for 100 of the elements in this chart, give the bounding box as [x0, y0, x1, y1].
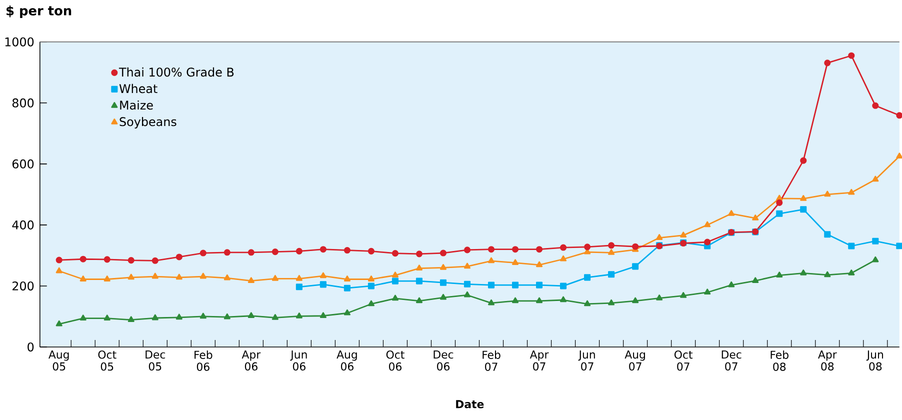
point: [704, 238, 711, 246]
point: [128, 316, 134, 322]
point: [440, 294, 447, 300]
point: [176, 274, 182, 280]
legend-label: Thai 100% Grade B: [118, 68, 234, 77]
legend-label: Soybeans: [120, 117, 176, 129]
point: [440, 279, 447, 286]
point: [488, 299, 495, 306]
point: [80, 256, 86, 263]
point: [848, 270, 855, 276]
point: [200, 272, 206, 279]
point: [608, 249, 615, 256]
x-tick-label: Dec 05: [146, 350, 166, 371]
point: [296, 248, 302, 255]
point: [752, 214, 759, 221]
point: [80, 276, 86, 282]
point: [584, 274, 591, 281]
point: [200, 250, 206, 256]
point: [416, 264, 423, 271]
point: [344, 276, 350, 282]
point: [296, 312, 302, 318]
point: [440, 250, 447, 256]
point: [248, 312, 254, 318]
point: [392, 272, 399, 278]
point: [464, 262, 471, 269]
y-tick-label: 1000: [5, 37, 34, 46]
point: [152, 314, 158, 320]
point: [176, 314, 182, 320]
x-tick-label: Apr 06: [242, 350, 261, 371]
point: [824, 60, 831, 66]
point: [320, 312, 326, 318]
point: [704, 221, 711, 228]
point: [416, 278, 423, 284]
point: [632, 297, 639, 304]
point: [776, 200, 783, 206]
point: [872, 102, 879, 110]
point: [536, 261, 543, 268]
point: [128, 274, 134, 280]
point: [56, 256, 62, 264]
point: [560, 256, 567, 262]
point: [392, 294, 399, 301]
y-tick-label: 600: [12, 160, 34, 169]
point: [248, 249, 254, 256]
point: [608, 271, 615, 278]
x-tick-label: Apr 08: [818, 350, 837, 371]
point: [320, 281, 326, 288]
point: [392, 278, 399, 284]
point: [680, 232, 687, 238]
point: [488, 257, 495, 264]
point: [848, 242, 855, 250]
point: [392, 250, 399, 257]
point: [368, 248, 374, 255]
point: [512, 282, 519, 288]
y-tick-label: 800: [12, 98, 34, 108]
point: [752, 277, 759, 284]
point: [560, 244, 567, 251]
point: [80, 314, 86, 321]
x-tick-label: Dec 06: [434, 350, 454, 371]
point: [824, 271, 831, 278]
point: [272, 314, 278, 320]
x-tick-label: Jun 07: [578, 350, 595, 371]
point: [824, 190, 831, 197]
point: [464, 292, 471, 298]
point: [512, 246, 519, 253]
point: [104, 314, 110, 321]
x-tick-label: Feb 08: [770, 350, 788, 371]
y-tick-label: 200: [12, 282, 34, 291]
point: [224, 314, 230, 320]
point: [200, 312, 206, 319]
point: [512, 297, 519, 304]
point: [368, 300, 374, 306]
point: [512, 259, 519, 266]
legend-label: Wheat: [119, 84, 158, 94]
x-tick-label: Aug 06: [336, 350, 357, 371]
point: [368, 282, 374, 290]
y-axis-title: $ per ton: [6, 6, 72, 18]
point: [488, 282, 495, 288]
x-tick-label: Aug 05: [48, 350, 69, 371]
point: [344, 310, 350, 316]
point: [104, 256, 110, 263]
x-tick-label: Jun 06: [290, 350, 307, 371]
point: [584, 300, 591, 306]
x-tick-label: Dec 07: [722, 350, 742, 371]
point: [656, 294, 663, 300]
point: [824, 231, 831, 238]
point: [608, 299, 615, 306]
x-tick-label: Apr 07: [530, 350, 549, 371]
point: [632, 243, 639, 250]
point: [776, 272, 783, 278]
point: [800, 206, 807, 213]
point: [344, 247, 350, 254]
point: [656, 234, 663, 240]
point: [704, 288, 711, 295]
point: [872, 256, 879, 262]
point: [464, 246, 471, 254]
point: [128, 257, 134, 264]
x-tick-label: Feb 07: [482, 350, 500, 371]
point: [728, 281, 735, 288]
point: [56, 267, 62, 274]
x-tick-label: Jun 08: [866, 350, 884, 371]
